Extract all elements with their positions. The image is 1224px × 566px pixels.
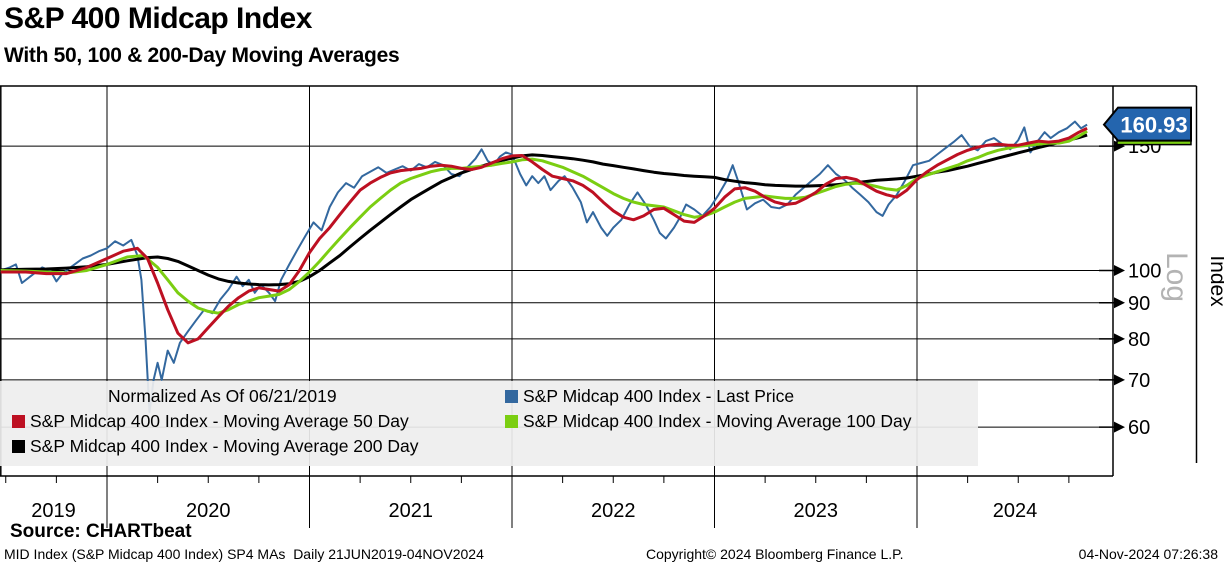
x-tick-label: 2021 xyxy=(389,500,434,522)
ma50-swatch-icon xyxy=(12,415,25,428)
y-tick-arrow-icon xyxy=(1114,374,1125,386)
y-tick-label: 60 xyxy=(1128,417,1150,439)
series-line-last-price xyxy=(0,120,1088,414)
chart-title: S&P 400 Midcap Index xyxy=(4,2,312,35)
x-tick-label: 2022 xyxy=(591,500,636,522)
legend-item-ma200[interactable]: S&P Midcap 400 Index - Moving Average 20… xyxy=(12,436,418,457)
source-note: Source: CHARTbeat xyxy=(10,521,192,542)
ma100-swatch-icon xyxy=(505,415,518,428)
chart-subtitle: With 50, 100 & 200-Day Moving Averages xyxy=(4,44,400,67)
y-tick-arrow-icon xyxy=(1114,265,1125,276)
legend-item-label: S&P Midcap 400 Index - Moving Average 50… xyxy=(30,411,409,431)
y-tick-arrow-icon xyxy=(1114,297,1125,309)
legend-item-label: S&P Midcap 400 Index - Moving Average 20… xyxy=(30,436,419,456)
chart-legend: Normalized As Of 06/21/2019 S&P Midcap 4… xyxy=(0,381,978,466)
series-line-ma200 xyxy=(0,133,1088,287)
legend-note-label: Normalized As Of 06/21/2019 xyxy=(108,386,337,406)
legend-item-ma50[interactable]: S&P Midcap 400 Index - Moving Average 50… xyxy=(12,411,409,432)
last-price-tag-value: 160.93 xyxy=(1120,113,1187,138)
legend-item-last-price[interactable]: S&P Midcap 400 Index - Last Price xyxy=(505,386,794,407)
legend-normalized-note: Normalized As Of 06/21/2019 xyxy=(108,386,337,407)
y-tick-label: 70 xyxy=(1128,370,1150,392)
series-line-ma50 xyxy=(0,126,1088,345)
legend-item-label: S&P Midcap 400 Index - Last Price xyxy=(523,386,795,406)
last-price-swatch-icon xyxy=(505,390,518,403)
ma200-swatch-icon xyxy=(12,440,25,453)
x-tick-label: 2024 xyxy=(993,500,1038,522)
y-tick-label: 90 xyxy=(1128,293,1150,315)
footer-chart-description: MID Index (S&P Midcap 400 Index) SP4 MAs… xyxy=(4,546,484,562)
y-tick-arrow-icon xyxy=(1114,333,1125,345)
y-tick-label: 100 xyxy=(1128,261,1161,283)
y-tick-label: 80 xyxy=(1128,329,1150,351)
x-tick-label: 2020 xyxy=(186,500,231,522)
y-tick-arrow-icon xyxy=(1114,421,1125,433)
series-line-ma100 xyxy=(0,129,1088,315)
x-tick-label: 2023 xyxy=(794,500,839,522)
log-scale-label: Log xyxy=(1160,252,1193,302)
footer-copyright: Copyright© 2024 Bloomberg Finance L.P. xyxy=(646,546,904,562)
x-tick-label: 2019 xyxy=(31,500,76,522)
footer-timestamp: 04-Nov-2024 07:26:38 xyxy=(1078,546,1218,562)
legend-item-ma100[interactable]: S&P Midcap 400 Index - Moving Average 10… xyxy=(505,411,911,432)
y-axis-title: Index xyxy=(1206,255,1224,307)
last-price-tag xyxy=(1102,106,1192,142)
legend-item-label: S&P Midcap 400 Index - Moving Average 10… xyxy=(523,411,912,431)
